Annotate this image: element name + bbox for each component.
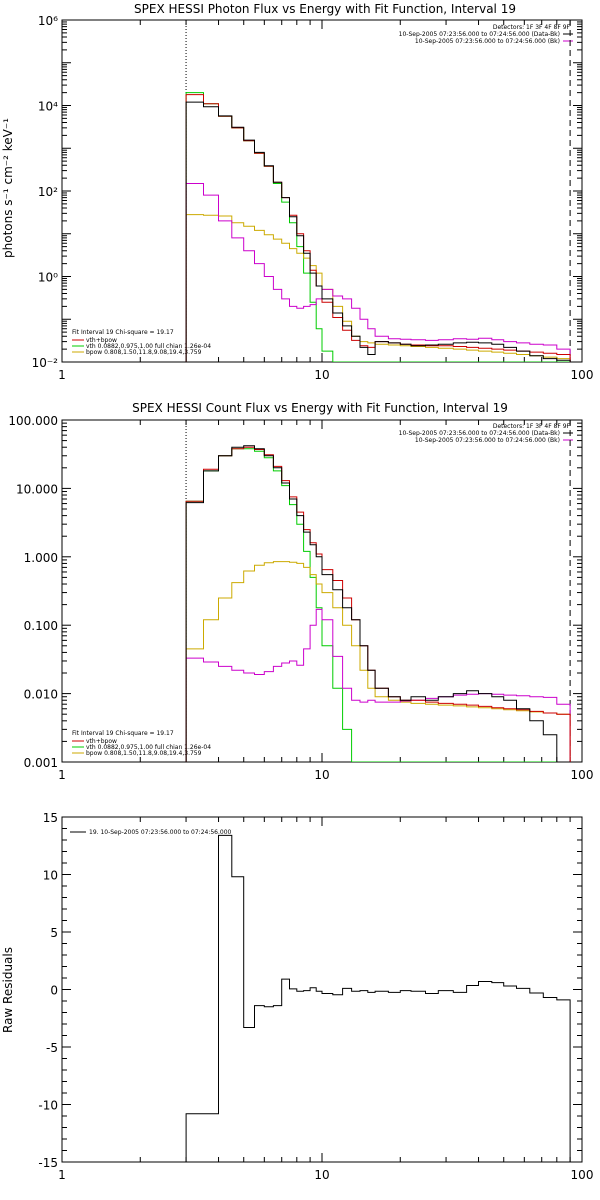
residuals-ylabel: Raw Residuals	[1, 947, 15, 1033]
count-flux-model-series	[185, 446, 571, 762]
photon-bk-note: 10-Sep-2005 07:23:56.000 to 07:24:56.000…	[415, 38, 560, 45]
residuals-data-series	[185, 834, 571, 1162]
photon-flux-y-tick-label: 10⁻²	[32, 356, 59, 370]
residuals-y-tick-label: 15	[43, 811, 58, 825]
count-detectors-note: Detectors: 1F 3F 4F 8F 9F	[493, 423, 571, 430]
photon-bpow-legend-label: bpow 0.808,1.50,11.8,9.08,19.4,3.759	[86, 349, 202, 356]
residuals-x-tick-label: 1	[58, 1168, 66, 1182]
photon-databk-note: 10-Sep-2005 07:23:56.000 to 07:24:56.000…	[399, 31, 560, 38]
residuals-legend-label: 19. 10-Sep-2005 07:23:56.000 to 07:24:56…	[89, 829, 232, 836]
count-flux-panel: SPEX HESSI Count Flux vs Energy with Fit…	[8, 401, 593, 782]
photon-flux-x-tick-label: 100	[571, 368, 594, 382]
count-fit-interval-note: Fit Interval 19 Chi-square = 19.17	[72, 730, 174, 737]
residuals-y-tick-label: 5	[50, 926, 58, 940]
photon-flux-background-series	[185, 183, 571, 362]
count-flux-x-tick-label: 1	[58, 768, 66, 782]
residuals-y-tick-label: -5	[46, 1041, 58, 1055]
count-bpow-legend-label: bpow 0.808,1.50,11.8,9.08,19.4,3.759	[86, 750, 202, 757]
residuals-y-tick-label: 0	[50, 984, 58, 998]
residuals-x-tick-label: 10	[314, 1168, 329, 1182]
residuals-x-tick-label: 100	[571, 1168, 594, 1182]
photon-flux-data-series	[185, 101, 571, 362]
photon-detectors-note: Detectors: 1F 3F 4F 8F 9F	[493, 24, 571, 31]
count-flux-x-tick-label: 100	[571, 768, 594, 782]
residuals-plot-frame	[61, 816, 583, 1163]
photon-flux-bpow-series	[185, 214, 571, 362]
count-vth-legend-label: vth 0.0882,0.975,1.00 full chian 1.26e-0…	[86, 744, 211, 751]
count-flux-y-tick-label: 10.000	[16, 482, 58, 496]
residuals-y-tick-label: 10	[43, 869, 58, 883]
photon-model-legend-label: vth+bpow	[86, 337, 117, 344]
count-flux-title: SPEX HESSI Count Flux vs Energy with Fit…	[132, 401, 508, 415]
count-flux-y-tick-label: 100.000	[8, 414, 58, 428]
count-flux-data-series	[185, 445, 571, 762]
count-flux-y-tick-label: 1.000	[24, 551, 58, 565]
count-flux-y-tick-label: 0.100	[24, 619, 58, 633]
residuals-y-tick-label: -15	[38, 1156, 58, 1170]
count-databk-note: 10-Sep-2005 07:23:56.000 to 07:24:56.000…	[399, 430, 560, 437]
photon-flux-title: SPEX HESSI Photon Flux vs Energy with Fi…	[134, 2, 516, 16]
photon-flux-ylabel: photons s⁻¹ cm⁻² keV⁻¹	[1, 118, 15, 258]
residuals-y-tick-label: -10	[38, 1099, 58, 1113]
count-flux-y-tick-label: 0.010	[24, 688, 58, 702]
photon-flux-y-tick-label: 10²	[38, 185, 58, 199]
count-model-legend-label: vth+bpow	[86, 738, 117, 745]
count-bk-note: 10-Sep-2005 07:23:56.000 to 07:24:56.000…	[415, 437, 560, 444]
count-flux-bpow-series	[185, 561, 571, 762]
photon-vth-legend-label: vth 0.0882,0.975,1.00 full chian 1.26e-0…	[86, 343, 211, 350]
count-flux-vth-series	[185, 448, 571, 762]
photon-flux-model-series	[185, 94, 571, 362]
photon-flux-y-tick-label: 10⁴	[38, 100, 58, 114]
count-flux-x-tick-label: 10	[314, 768, 329, 782]
photon-flux-panel: SPEX HESSI Photon Flux vs Energy with Fi…	[1, 2, 593, 382]
count-flux-background-series	[185, 608, 571, 762]
count-flux-y-tick-label: 0.001	[24, 756, 58, 770]
photon-flux-x-tick-label: 10	[314, 368, 329, 382]
photon-flux-y-tick-label: 10⁶	[38, 14, 58, 28]
photon-flux-plot-frame	[61, 19, 583, 363]
residuals-panel: Raw Residuals 19. 10-Sep-2005 07:23:56.0…	[1, 811, 593, 1182]
photon-flux-x-tick-label: 1	[58, 368, 66, 382]
photon-flux-y-tick-label: 10⁰	[38, 271, 58, 285]
photon-fit-interval-note: Fit Interval 19 Chi-square = 19.17	[72, 329, 174, 336]
